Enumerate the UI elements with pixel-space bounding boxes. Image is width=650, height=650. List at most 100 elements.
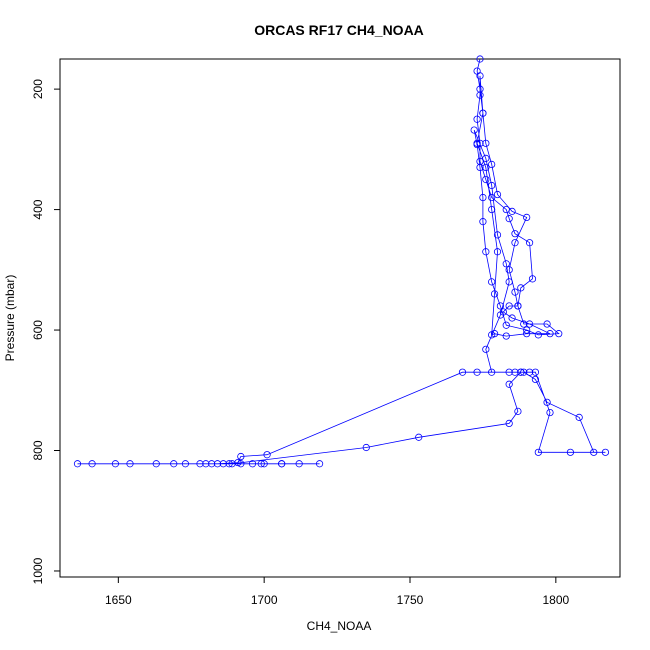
data-point: [496, 311, 505, 319]
data-point: [511, 239, 519, 247]
data-point: [534, 448, 542, 456]
data-point: [502, 332, 510, 340]
data-point: [546, 408, 554, 417]
data-point: [517, 284, 525, 292]
data-point: [362, 443, 370, 452]
data-point: [476, 163, 484, 172]
data-point: [508, 314, 516, 322]
y-tick-label-4: 1000: [31, 557, 45, 584]
data-point: [473, 140, 481, 149]
data-point: [496, 302, 505, 310]
data-point: [181, 460, 190, 468]
y-tick-label-1: 400: [31, 199, 45, 219]
data-point: [505, 380, 513, 388]
data-point: [488, 278, 496, 286]
data-point: [514, 407, 522, 415]
data-point: [482, 154, 490, 162]
data-point: [528, 275, 537, 283]
data-point: [482, 175, 490, 184]
data-point: [493, 190, 502, 199]
data-point: [555, 330, 563, 338]
data-point: [488, 160, 496, 169]
x-tick-label-3: 1800: [542, 593, 569, 607]
data-point: [523, 213, 531, 222]
data-point: [488, 193, 496, 202]
data-point: [511, 368, 519, 376]
data-point: [213, 460, 222, 468]
data-point: [601, 448, 610, 456]
data-point: [473, 368, 481, 376]
data-point: [505, 368, 513, 376]
data-point: [476, 55, 484, 63]
data-point: [517, 368, 525, 376]
data-point: [490, 290, 499, 298]
data-point: [237, 452, 245, 461]
data-point: [511, 230, 519, 238]
y-tick-label-0: 200: [31, 79, 45, 99]
data-point: [543, 320, 551, 328]
data-point: [505, 215, 513, 223]
data-point: [248, 460, 257, 468]
data-point: [260, 460, 268, 468]
data-point: [152, 460, 160, 468]
data-point: [196, 460, 204, 468]
data-point: [295, 460, 303, 468]
data-point: [546, 330, 554, 338]
x-axis-label: CH4_NOAA: [307, 619, 372, 633]
data-point: [225, 460, 233, 468]
data-point: [488, 368, 496, 376]
x-tick-label-1: 1700: [251, 593, 278, 607]
series-line-0: [77, 58, 606, 465]
data-point: [575, 413, 583, 421]
data-point: [488, 181, 496, 190]
data-point: [228, 460, 236, 468]
data-point: [415, 433, 423, 441]
data-point: [278, 460, 286, 468]
data-point: [520, 320, 528, 328]
data-point: [479, 218, 487, 226]
data-point: [502, 260, 510, 268]
data-point: [482, 345, 490, 353]
data-point: [476, 72, 484, 80]
data-point: [126, 460, 134, 468]
data-point: [470, 126, 478, 134]
y-axis-label: Pressure (mbar): [3, 275, 17, 362]
data-point: [505, 266, 513, 274]
data-point: [73, 460, 82, 468]
data-point: [525, 368, 534, 376]
data-point: [508, 207, 516, 215]
y-tick-label-2: 600: [31, 320, 45, 340]
data-point: [482, 163, 490, 172]
data-point: [534, 331, 542, 339]
data-point: [590, 448, 598, 456]
data-point: [170, 460, 178, 468]
x-tick-label-2: 1750: [397, 593, 424, 607]
data-point: [505, 302, 513, 310]
data-point: [458, 368, 467, 376]
y-tick-label-3: 800: [31, 440, 45, 460]
data-point: [208, 460, 216, 468]
data-point: [88, 460, 96, 468]
data-point: [479, 109, 487, 117]
data-point: [525, 320, 534, 328]
data-point: [488, 205, 496, 214]
data-point: [523, 326, 531, 334]
data-point: [257, 460, 265, 468]
data-point: [482, 248, 490, 256]
data-point: [520, 368, 528, 376]
data-point: [476, 91, 484, 99]
data-point: [315, 460, 324, 468]
data-point: [523, 330, 531, 338]
data-point: [531, 375, 540, 384]
data-point: [531, 368, 540, 376]
data-point: [202, 460, 210, 468]
data-point: [543, 398, 551, 406]
data-point: [263, 451, 271, 459]
data-point: [479, 193, 487, 202]
data-point: [505, 278, 513, 286]
x-tick-label-0: 1650: [105, 593, 132, 607]
plot-frame: [59, 58, 621, 578]
data-point: [493, 231, 502, 239]
data-point: [490, 330, 499, 338]
